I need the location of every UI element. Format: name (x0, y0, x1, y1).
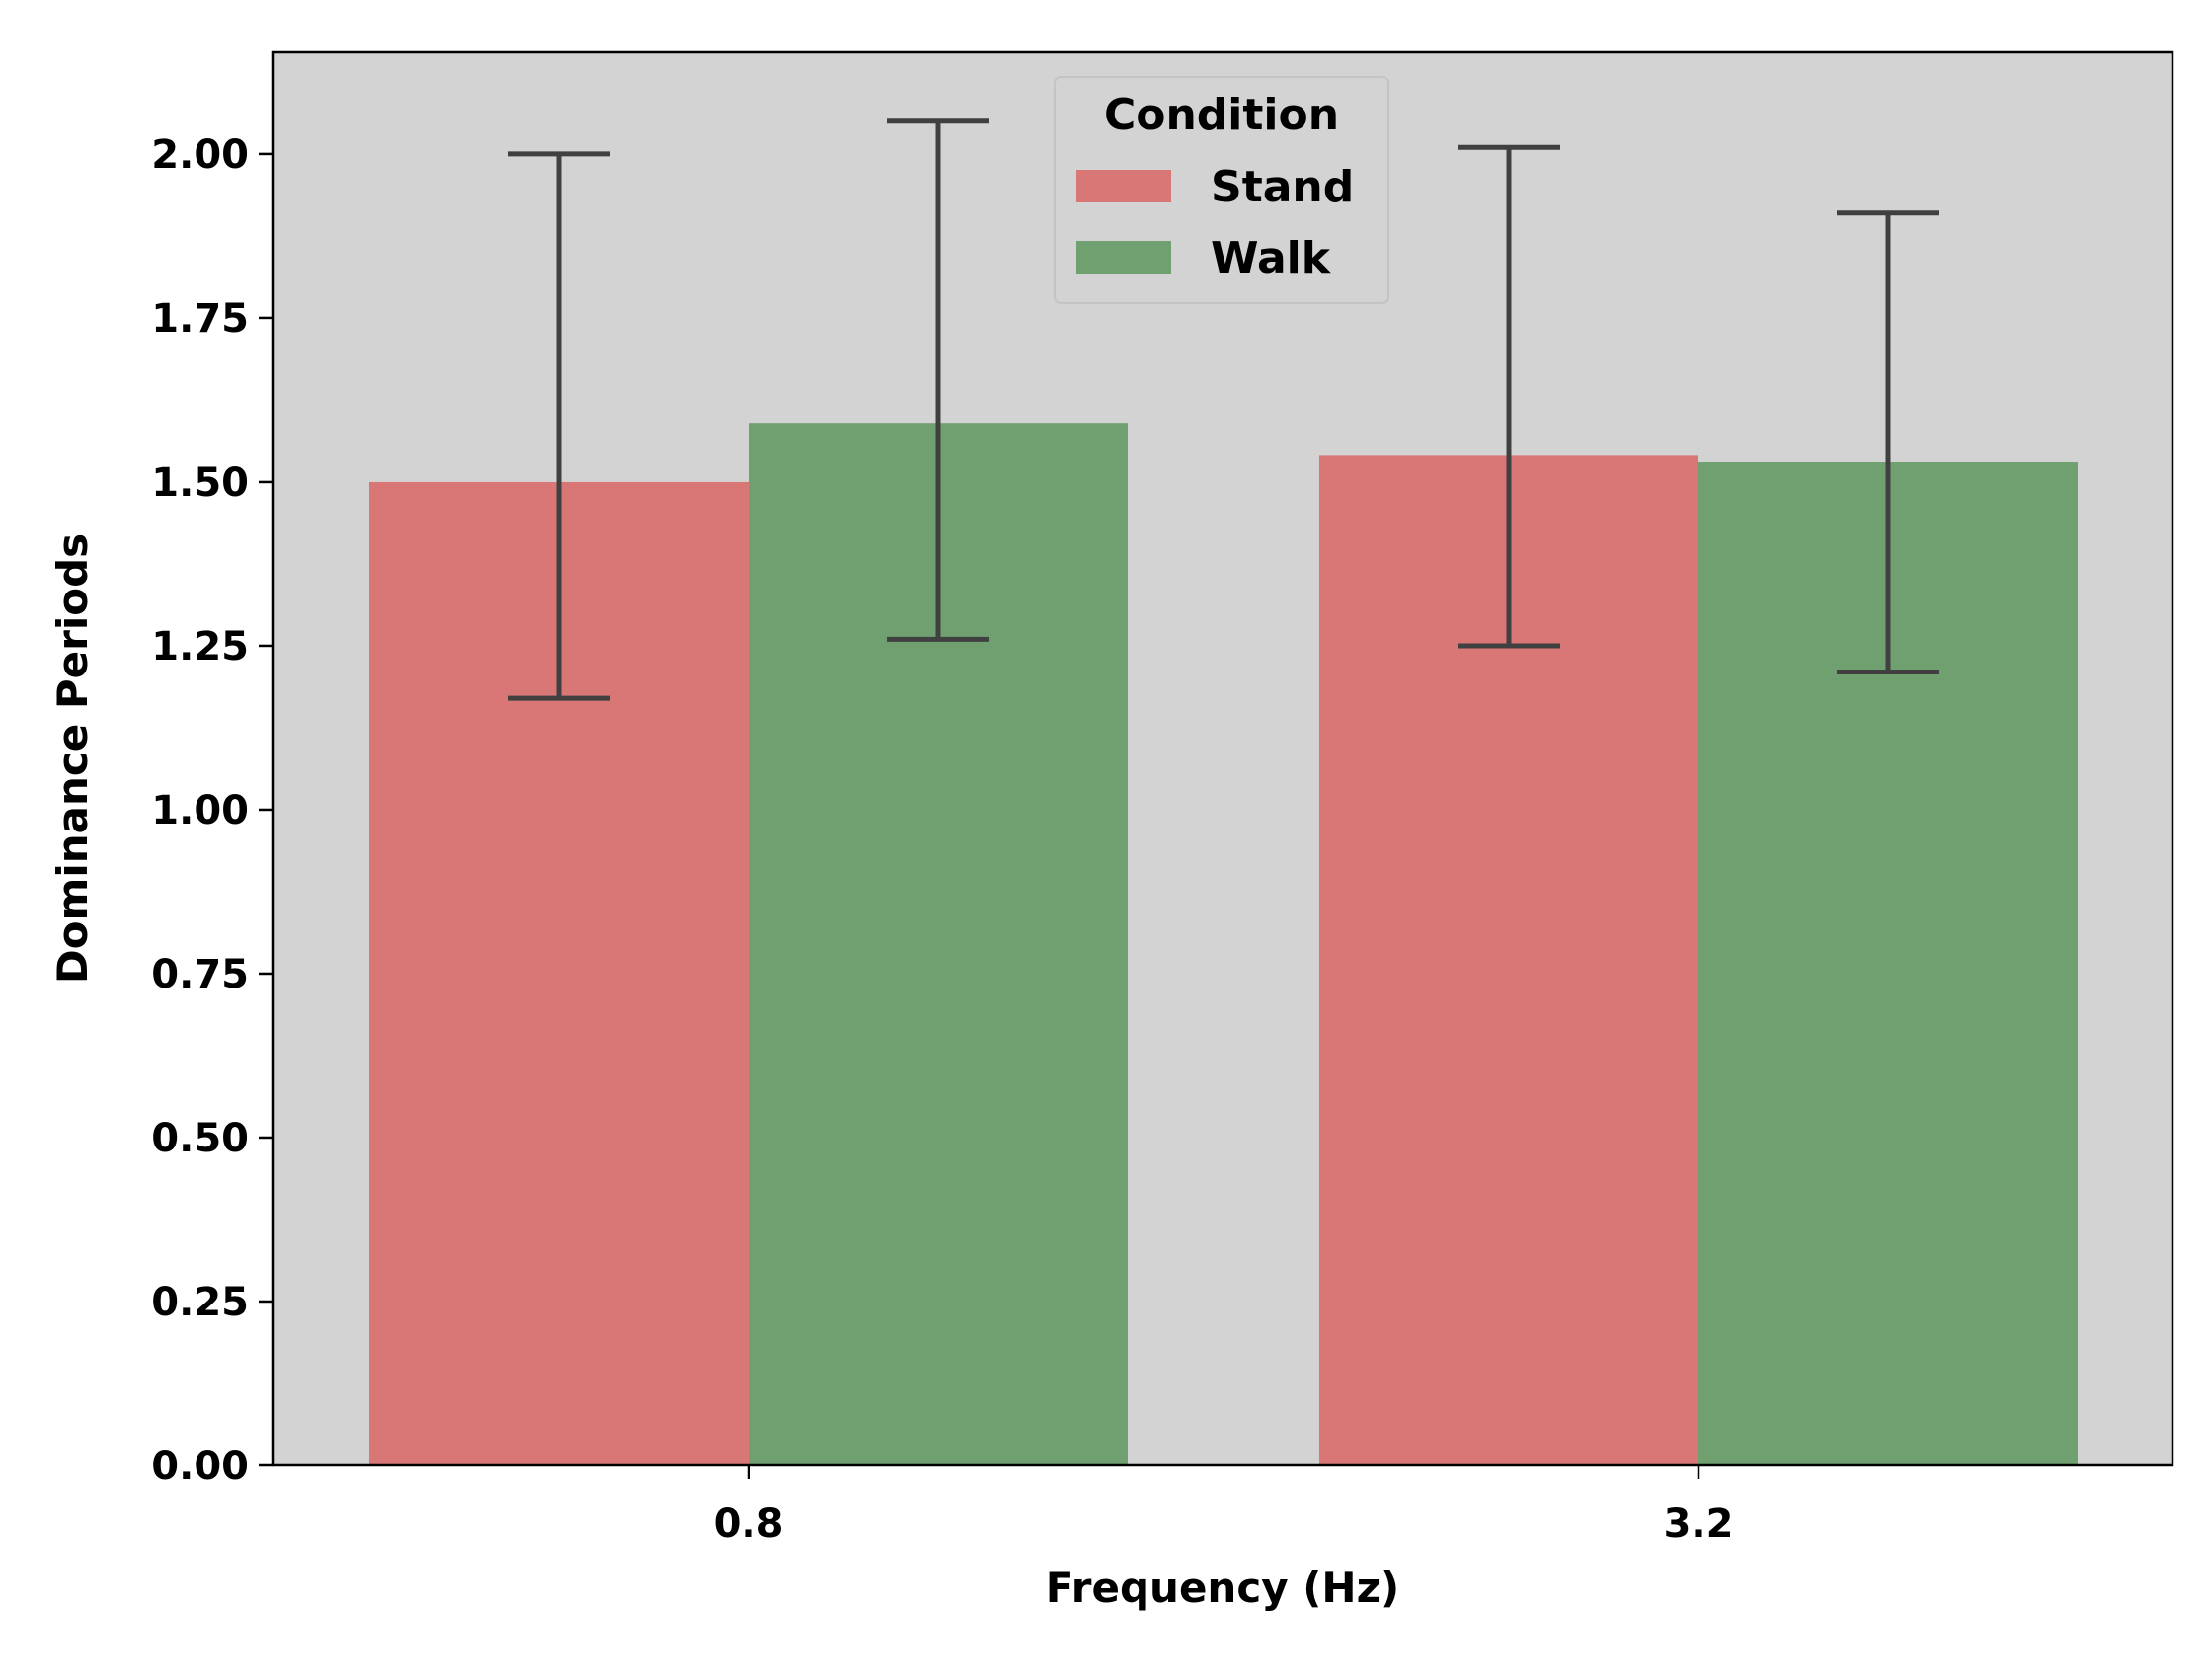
y-tick-label: 2.00 (151, 132, 249, 178)
x-axis-label: Frequency (Hz) (1046, 1563, 1399, 1612)
y-tick-label: 0.75 (151, 952, 249, 997)
y-tick-label: 0.25 (151, 1280, 249, 1325)
y-tick-label: 1.00 (151, 788, 249, 833)
legend-label-stand: Stand (1211, 162, 1354, 212)
legend-swatch-stand (1076, 170, 1171, 202)
y-axis: 0.00 0.25 0.50 0.75 1.00 1.25 1.50 1.75 2.00 (151, 132, 273, 1489)
y-tick-label: 1.75 (151, 296, 249, 342)
y-axis-label: Dominance Periods (48, 533, 97, 984)
plot-frame (271, 50, 2174, 1467)
x-tick-label: 3.2 (1664, 1501, 1734, 1546)
y-tick-label: 1.50 (151, 460, 249, 506)
y-tick-label: 0.00 (151, 1444, 249, 1489)
x-tick-label: 0.8 (714, 1501, 784, 1546)
x-axis: 0.8 3.2 (714, 1465, 1734, 1546)
legend: Condition Stand Walk (1054, 76, 1389, 304)
legend-label-walk: Walk (1211, 233, 1332, 283)
y-tick-label: 1.25 (151, 624, 249, 670)
error-bars-layer (508, 118, 1939, 701)
legend-title: Condition (1104, 90, 1339, 140)
y-tick-label: 0.50 (151, 1116, 249, 1161)
legend-swatch-walk (1076, 241, 1171, 274)
